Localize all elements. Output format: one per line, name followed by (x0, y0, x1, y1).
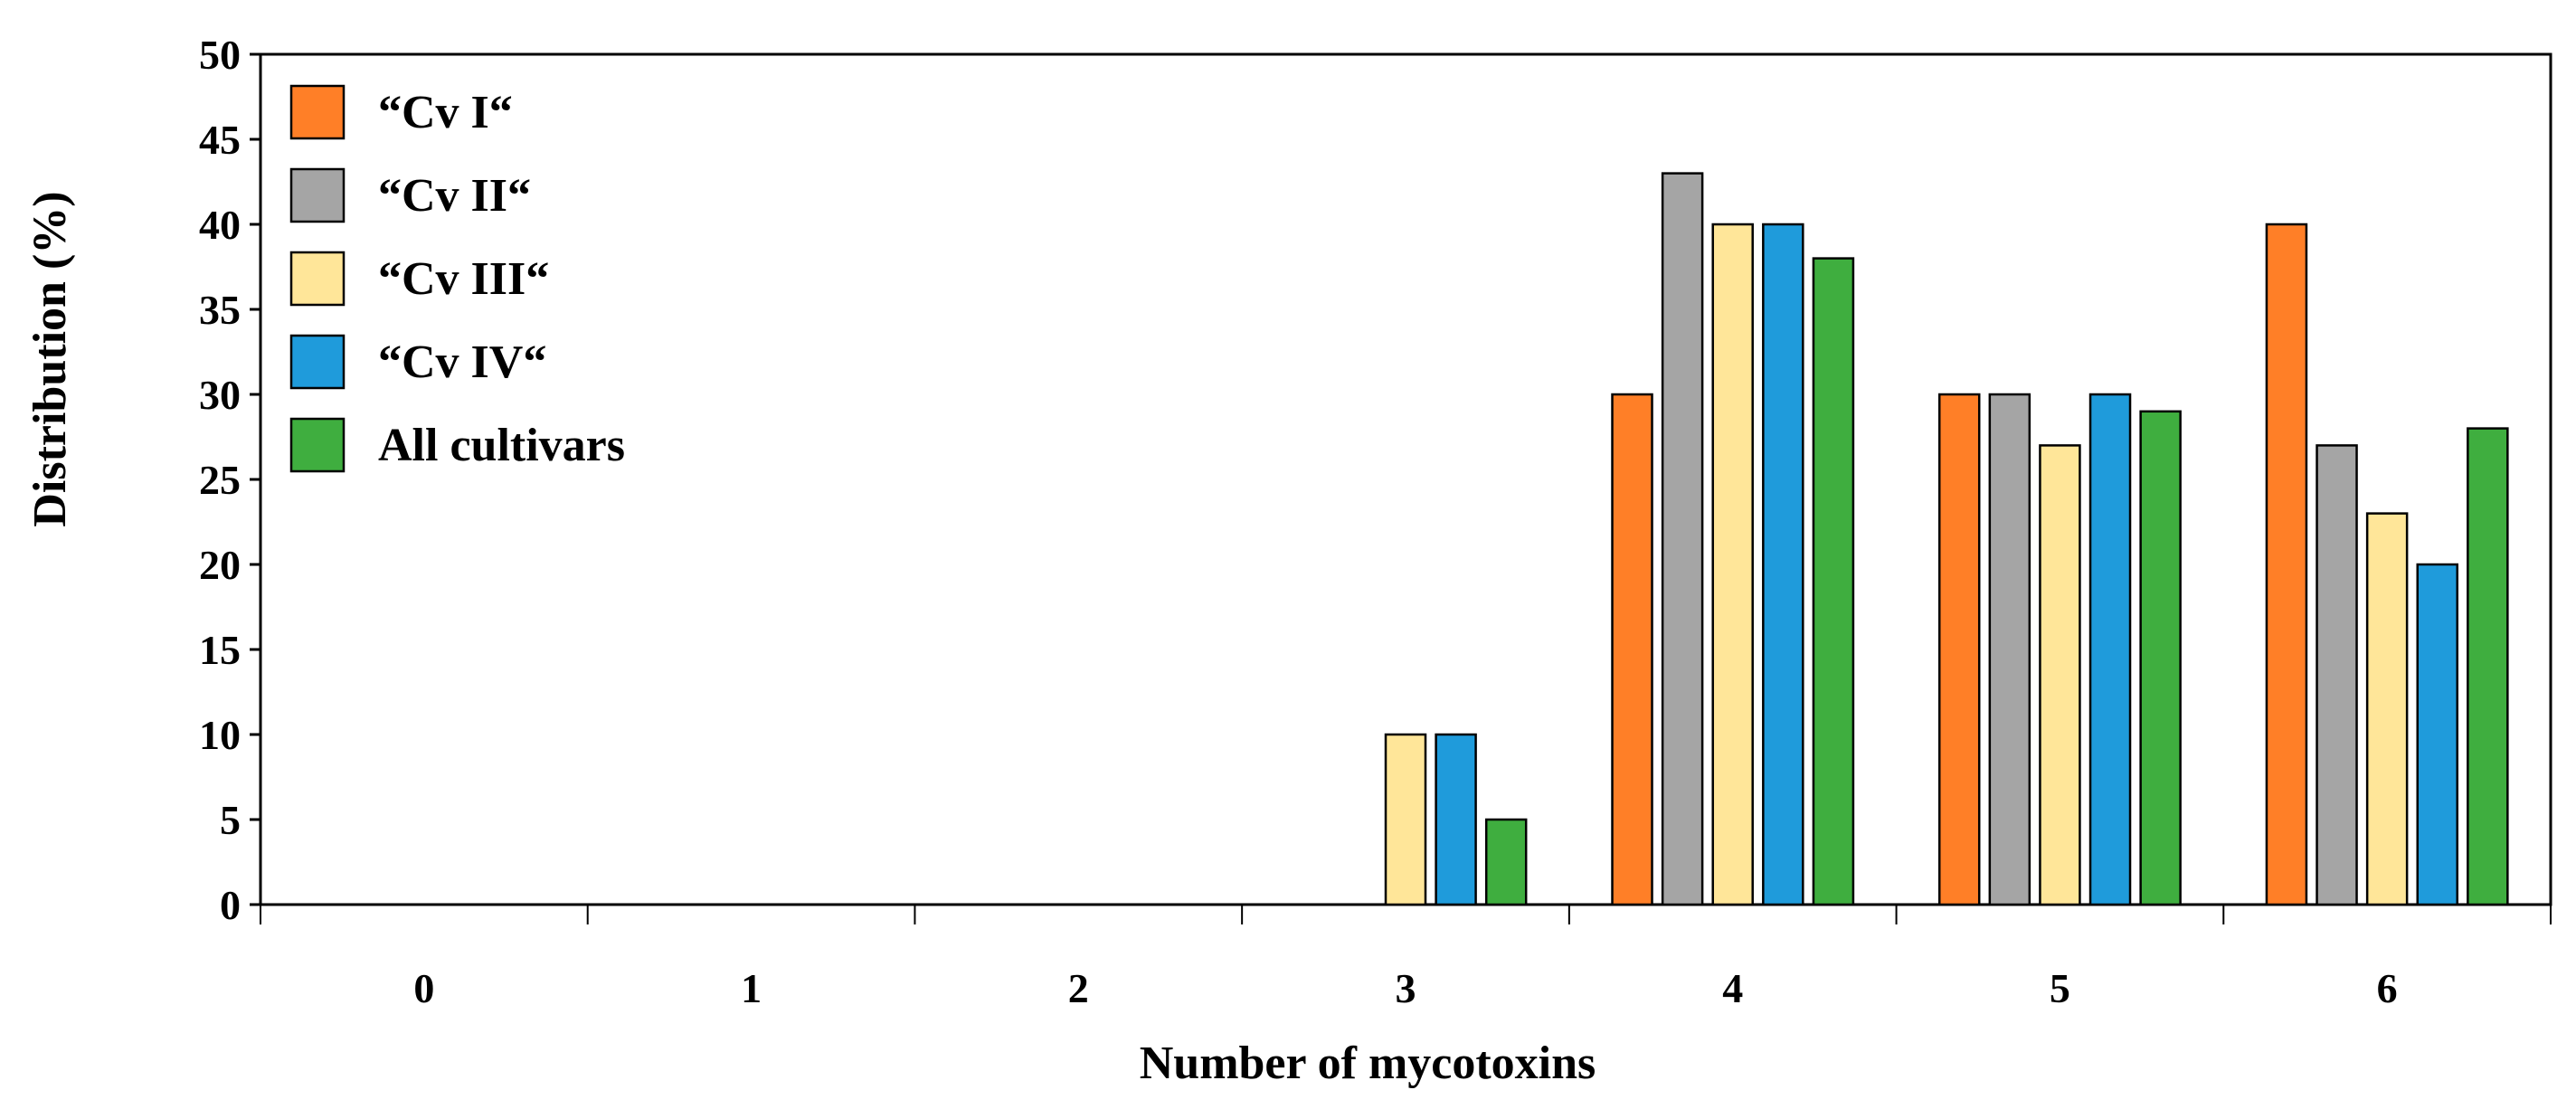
bar (2139, 410, 2182, 906)
bar (1937, 393, 1981, 906)
x-tick-label: 5 (2050, 965, 2070, 1011)
legend-label: “Cv III“ (378, 253, 549, 305)
x-tick-label: 0 (413, 965, 434, 1011)
legend-swatch (289, 167, 346, 223)
x-tick-label: 2 (1068, 965, 1089, 1011)
y-tick-label: 0 (220, 882, 241, 928)
y-tick-label: 45 (199, 117, 241, 163)
y-tick-label: 40 (199, 202, 241, 248)
bar (2365, 512, 2409, 906)
y-tick-label: 10 (199, 712, 241, 758)
x-tick-label: 4 (1722, 965, 1743, 1011)
legend-swatch (289, 417, 346, 473)
bar (1812, 257, 1855, 906)
bar (2416, 563, 2458, 906)
y-tick-label: 50 (199, 32, 241, 78)
bar (2316, 444, 2358, 906)
bar (2039, 444, 2081, 906)
x-axis-title: Number of mycotoxins (1140, 1038, 1596, 1089)
y-tick-label: 20 (199, 542, 241, 588)
x-tick-label: 1 (741, 965, 762, 1011)
bar (2265, 223, 2308, 906)
y-tick-label: 5 (220, 797, 241, 843)
bar (2088, 393, 2132, 906)
legend: “Cv I“ “Cv II“ “Cv III“ “Cv IV“ All cultivar… (289, 84, 625, 473)
y-tick-label: 30 (199, 372, 241, 418)
legend-swatch (289, 84, 346, 140)
x-tick-label: 6 (2377, 965, 2398, 1011)
legend-swatch (289, 334, 346, 390)
x-axis: 0 1 2 3 4 5 6 (260, 905, 2552, 1011)
bar (1611, 393, 1653, 906)
y-tick-label: 35 (199, 287, 241, 333)
legend-label: All cultivars (378, 420, 625, 471)
legend-label: “Cv II“ (378, 170, 531, 222)
bar (2467, 427, 2509, 906)
legend-swatch (289, 251, 346, 307)
x-tick-label: 3 (1396, 965, 1416, 1011)
bar (1988, 393, 2031, 906)
bar (1762, 223, 1804, 906)
y-tick-label: 25 (199, 457, 241, 503)
y-axis: 0 5 10 15 20 25 30 35 40 45 50 (199, 32, 260, 928)
legend-label: “Cv I“ (378, 87, 513, 138)
bar (1384, 733, 1427, 906)
bars-group (1384, 172, 2509, 906)
bar (1661, 172, 1704, 906)
bar (1711, 223, 1754, 906)
bar (1435, 733, 1477, 906)
bar (1484, 818, 1528, 906)
y-tick-label: 15 (199, 627, 241, 673)
legend-label: “Cv IV“ (378, 336, 546, 388)
y-axis-title: Distribution (%) (24, 191, 76, 526)
